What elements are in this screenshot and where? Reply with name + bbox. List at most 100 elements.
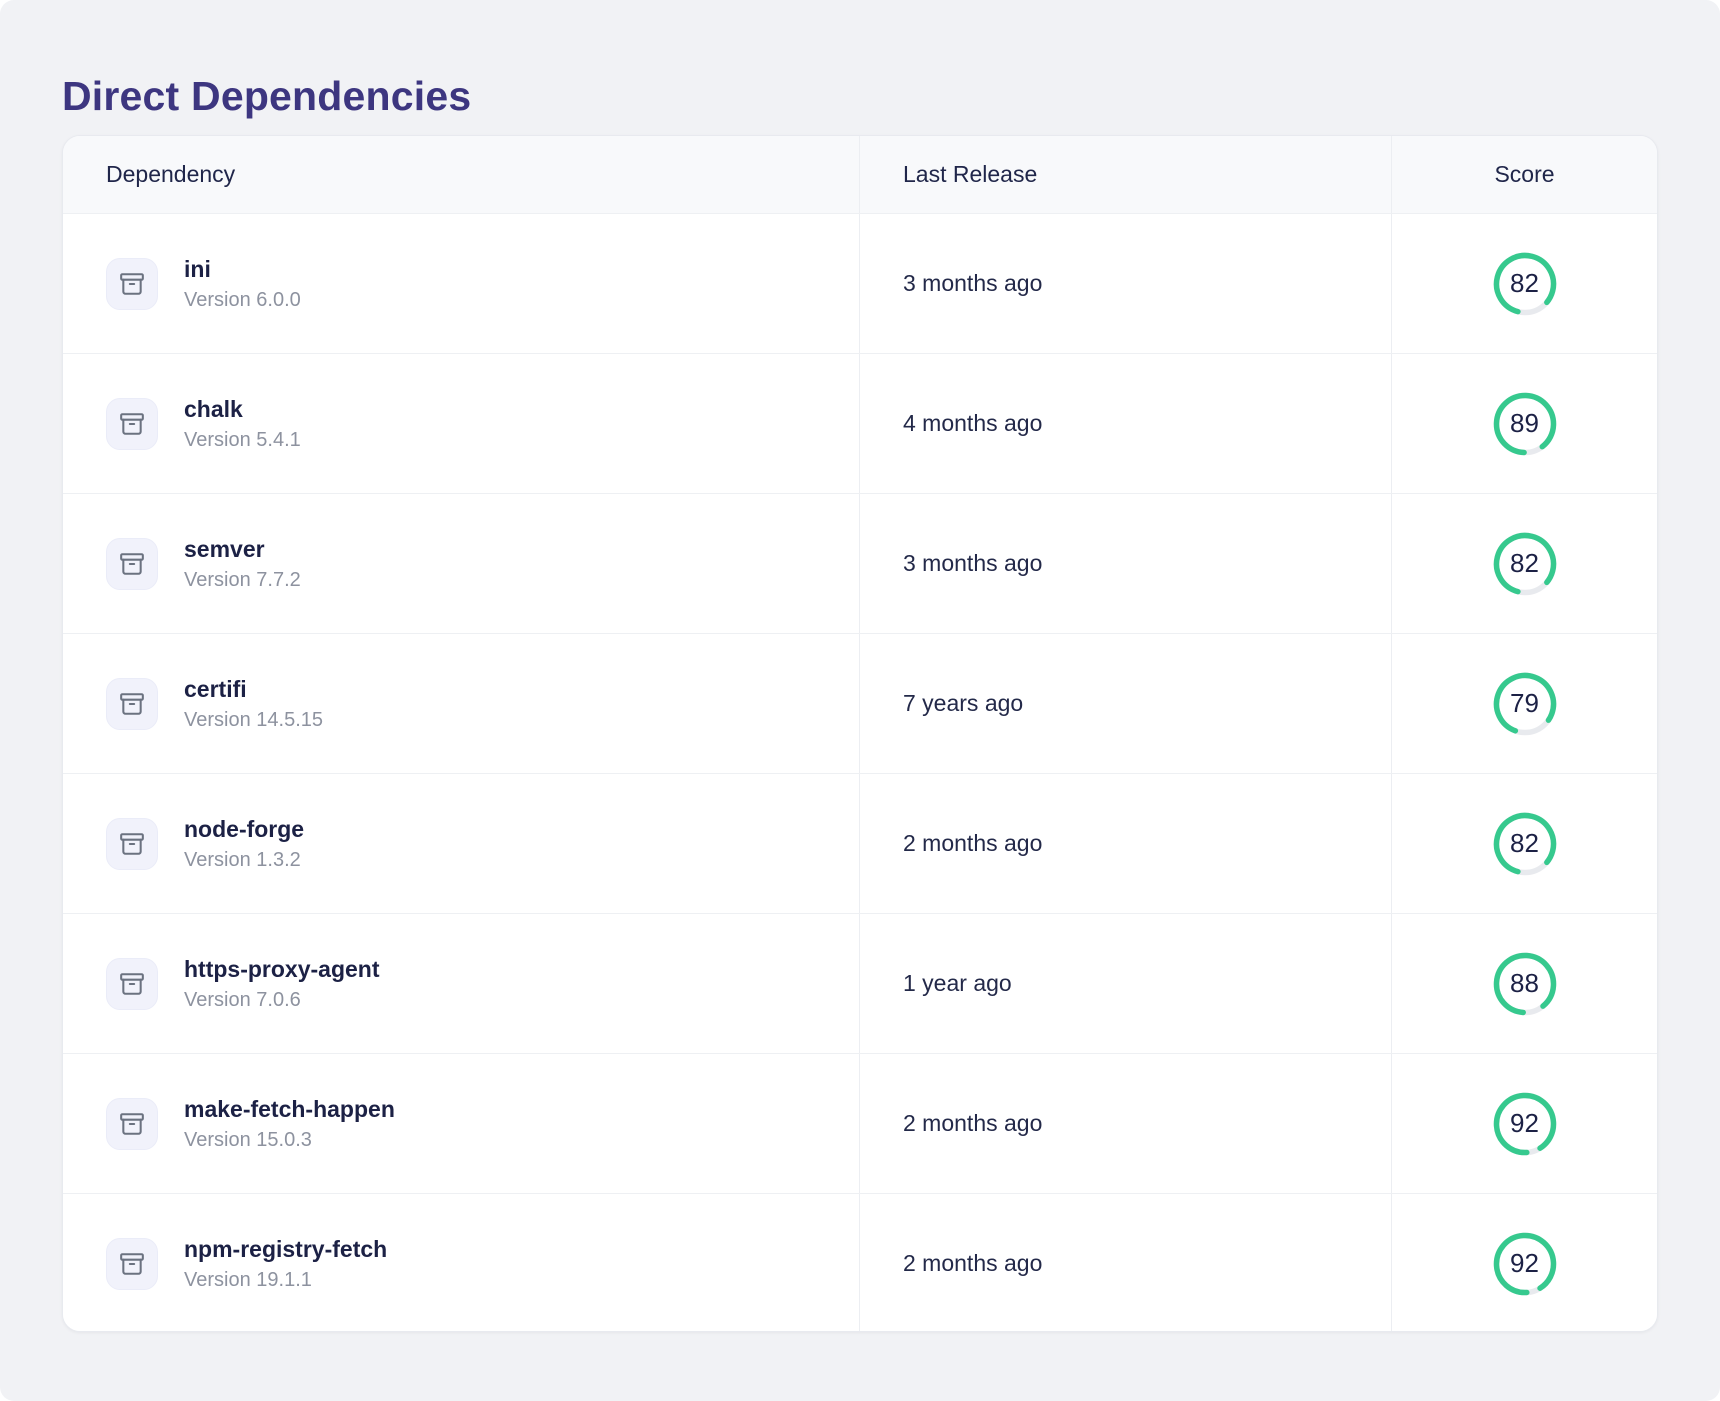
dependency-text: make-fetch-happen Version 15.0.3 [184,1096,395,1151]
archive-box-icon [120,552,144,575]
column-header-dependency: Dependency [63,136,860,213]
dependency-version: Version 7.0.6 [184,989,301,1012]
last-release-cell: 3 months ago [860,214,1392,353]
last-release-cell: 1 year ago [860,914,1392,1053]
dependency-cell: npm-registry-fetch Version 19.1.1 [63,1194,860,1331]
dependency-name: chalk [184,395,243,422]
dependency-cell: ini Version 6.0.0 [63,214,860,353]
score-gauge-ring [1493,952,1556,1015]
table-row[interactable]: npm-registry-fetch Version 19.1.1 2 mont… [63,1193,1657,1331]
dependency-text: npm-registry-fetch Version 19.1.1 [184,1236,387,1291]
dependency-name: semver [184,535,265,562]
score-gauge: 82 [1492,251,1558,317]
dependency-cell: https-proxy-agent Version 7.0.6 [63,914,860,1053]
last-release-cell: 2 months ago [860,1194,1392,1331]
dependency-version: Version 7.7.2 [184,569,301,592]
dependency-cell: chalk Version 5.4.1 [63,354,860,493]
dependency-cell: certifi Version 14.5.15 [63,634,860,773]
score-value: 88 [1510,968,1539,998]
score-value: 79 [1510,688,1539,718]
score-gauge: 79 [1492,671,1558,737]
dependency-version: Version 6.0.0 [184,289,301,312]
table-row[interactable]: chalk Version 5.4.1 4 months ago 89 [63,353,1657,493]
package-icon-tile [106,817,158,870]
dependency-text: ini Version 6.0.0 [184,256,301,311]
score-cell: 82 [1392,214,1657,353]
score-cell: 88 [1392,914,1657,1053]
last-release-cell: 2 months ago [860,1054,1392,1193]
score-value: 82 [1510,828,1539,858]
column-header-score: Score [1494,161,1555,187]
package-icon-tile [106,677,158,730]
dependencies-table: Dependency Last Release Score ini Versio… [62,135,1658,1332]
dependency-cell: node-forge Version 1.3.2 [63,774,860,913]
dependency-version: Version 5.4.1 [184,429,301,452]
dependency-name: node-forge [184,815,305,842]
last-release-cell: 3 months ago [860,494,1392,633]
package-icon-tile [106,957,158,1010]
archive-box-icon [120,692,144,715]
dependency-name: https-proxy-agent [184,955,380,982]
table-row[interactable]: node-forge Version 1.3.2 2 months ago 82 [63,773,1657,913]
score-value: 82 [1510,548,1539,578]
dependency-name: make-fetch-happen [184,1095,395,1122]
table-row[interactable]: certifi Version 14.5.15 7 years ago 79 [63,633,1657,773]
table-row[interactable]: make-fetch-happen Version 15.0.3 2 month… [63,1053,1657,1193]
column-header-last-release: Last Release [860,136,1392,213]
last-release-cell: 7 years ago [860,634,1392,773]
score-gauge: 92 [1492,1231,1558,1297]
last-release-cell: 2 months ago [860,774,1392,913]
package-icon-tile [106,1097,158,1150]
dependency-text: node-forge Version 1.3.2 [184,816,304,871]
archive-box-icon [120,1112,144,1135]
table-row[interactable]: ini Version 6.0.0 3 months ago 82 [63,213,1657,353]
score-gauge-ring [1493,672,1556,735]
dependency-version: Version 14.5.15 [184,709,323,732]
score-gauge: 82 [1492,811,1558,877]
score-gauge: 92 [1492,1091,1558,1157]
archive-box-icon [120,832,144,855]
archive-box-icon [120,272,144,295]
archive-box-icon [120,1252,144,1275]
dependency-name: ini [184,255,211,282]
last-release-cell: 4 months ago [860,354,1392,493]
score-gauge-ring [1493,812,1556,875]
dependency-version: Version 15.0.3 [184,1129,312,1152]
archive-box-icon [120,972,144,995]
page-title: Direct Dependencies [62,73,472,120]
package-icon-tile [106,257,158,310]
score-cell: 92 [1392,1054,1657,1193]
dependency-text: certifi Version 14.5.15 [184,676,323,731]
score-gauge-ring [1493,1092,1556,1155]
score-gauge-ring [1493,392,1556,455]
score-cell: 79 [1392,634,1657,773]
score-gauge-ring [1493,252,1556,315]
score-cell: 82 [1392,494,1657,633]
dependency-cell: semver Version 7.7.2 [63,494,860,633]
score-gauge-ring [1493,532,1556,595]
score-value: 92 [1510,1248,1539,1278]
score-gauge: 82 [1492,531,1558,597]
dependency-text: chalk Version 5.4.1 [184,396,301,451]
dependency-version: Version 1.3.2 [184,849,301,872]
score-value: 89 [1510,408,1539,438]
dependency-name: certifi [184,675,247,702]
dependency-name: npm-registry-fetch [184,1235,388,1262]
table-row[interactable]: semver Version 7.7.2 3 months ago 82 [63,493,1657,633]
dependency-text: semver Version 7.7.2 [184,536,301,591]
table-body: ini Version 6.0.0 3 months ago 82 chalk [63,213,1657,1331]
table-header-row: Dependency Last Release Score [63,136,1657,213]
dependency-text: https-proxy-agent Version 7.0.6 [184,956,380,1011]
table-row[interactable]: https-proxy-agent Version 7.0.6 1 year a… [63,913,1657,1053]
dependency-version: Version 19.1.1 [184,1269,312,1292]
score-cell: 92 [1392,1194,1657,1331]
score-gauge: 89 [1492,391,1558,457]
score-value: 82 [1510,268,1539,298]
package-icon-tile [106,1237,158,1290]
score-gauge: 88 [1492,951,1558,1017]
score-cell: 89 [1392,354,1657,493]
package-icon-tile [106,397,158,450]
archive-box-icon [120,412,144,435]
score-gauge-ring [1493,1232,1556,1295]
score-value: 92 [1510,1108,1539,1138]
